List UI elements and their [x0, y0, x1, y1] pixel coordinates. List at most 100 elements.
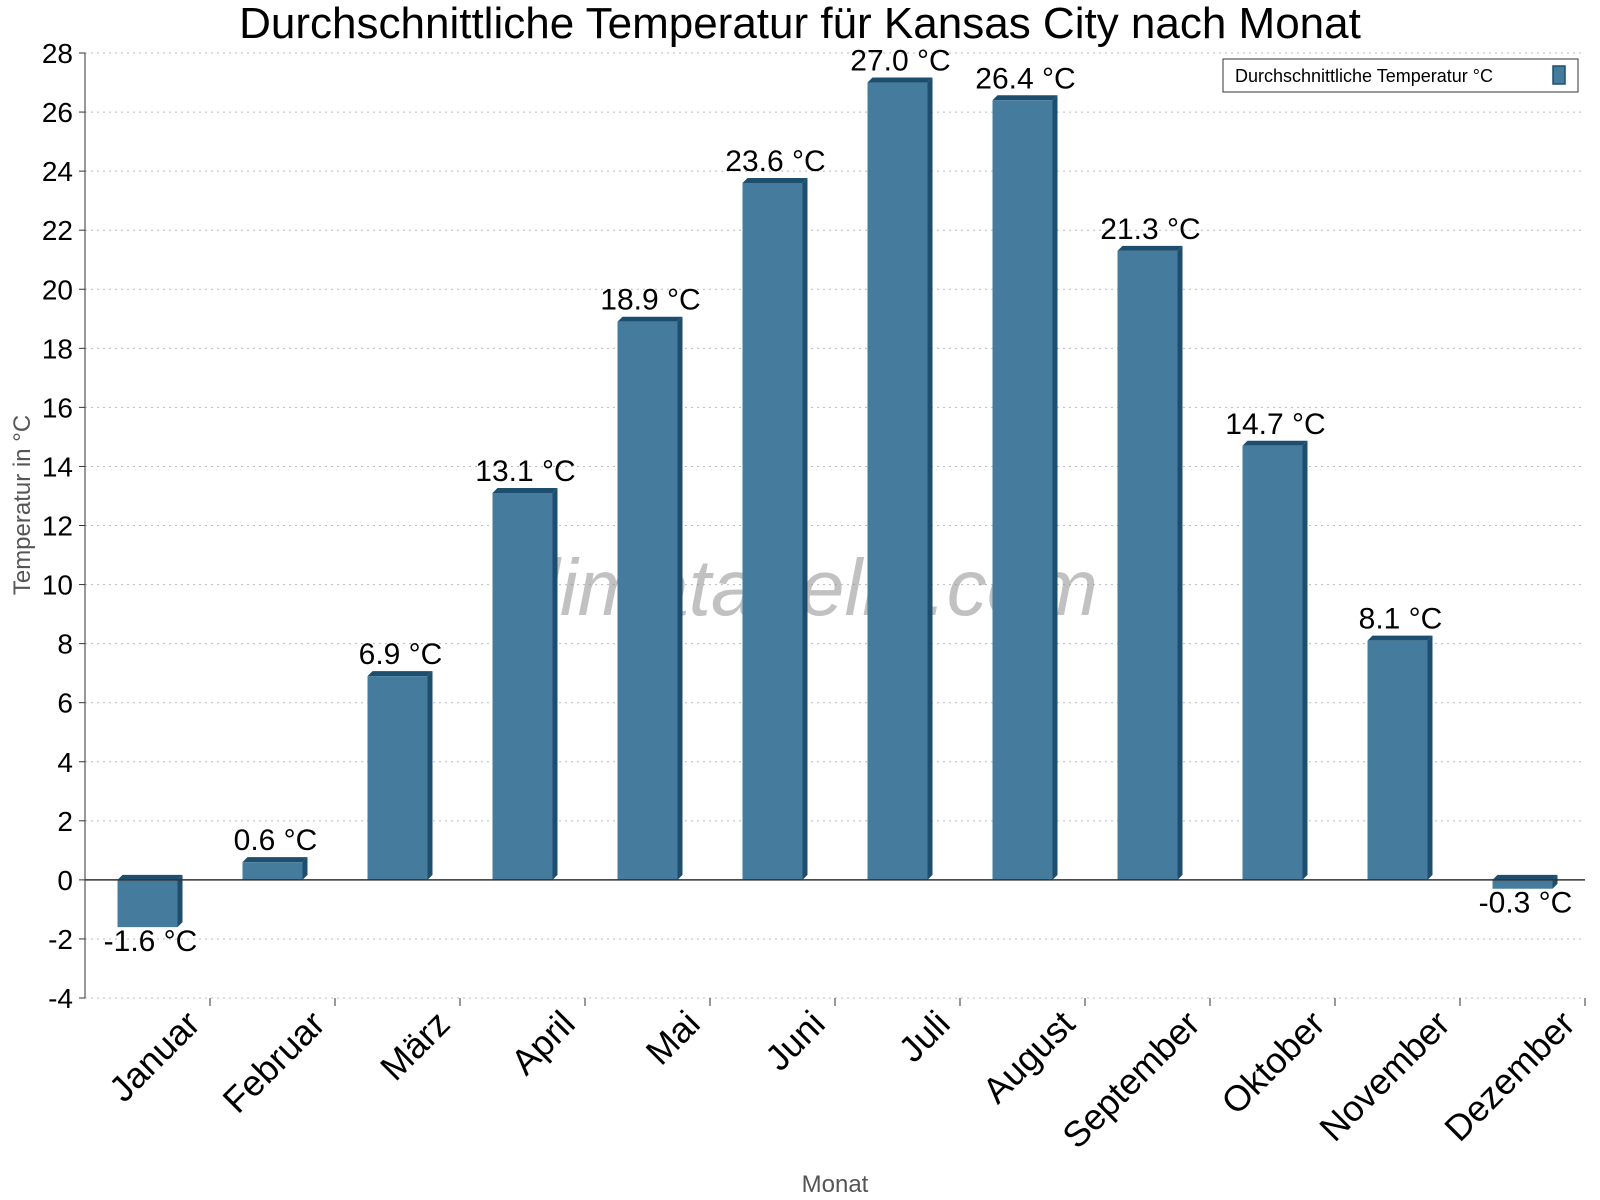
x-tick-label: April [503, 1003, 583, 1083]
bar-top-face [1242, 440, 1308, 446]
bar-front-face [617, 321, 678, 880]
bar-top-face [617, 316, 683, 322]
bar-side-face [1552, 874, 1558, 889]
bar-front-face [1492, 879, 1553, 889]
data-label: 14.7 °C [1225, 408, 1325, 441]
x-tick-label: September [1054, 1003, 1208, 1157]
bar-top-face [742, 177, 808, 183]
y-tick-label: -4 [48, 983, 73, 1014]
bar-front-face [992, 100, 1053, 880]
bar-front-face [867, 82, 928, 880]
y-tick-label: 14 [42, 451, 73, 482]
bar-top-face [492, 488, 558, 494]
legend: Durchschnittliche Temperatur °C [1222, 58, 1579, 93]
y-tick-label: 16 [42, 392, 73, 423]
y-tick-label: -2 [48, 924, 73, 955]
y-tick-label: 28 [42, 38, 73, 69]
bar-front-face [1242, 445, 1303, 880]
bar-side-face [927, 77, 933, 880]
data-label: 0.6 °C [234, 824, 318, 857]
x-tick-label: November [1311, 1003, 1457, 1149]
bar-3 [367, 671, 433, 880]
x-tick-label: Oktober [1213, 1003, 1333, 1123]
y-tick-label: 12 [42, 511, 73, 542]
y-tick-label: 20 [42, 274, 73, 305]
bar-front-face [492, 493, 553, 880]
bar-top-face [1117, 245, 1183, 251]
bar-side-face [802, 177, 808, 880]
bar-side-face [1427, 635, 1433, 880]
y-tick-label: 4 [57, 747, 73, 778]
bar-front-face [742, 182, 803, 880]
bar-front-face [242, 862, 303, 880]
data-label: 6.9 °C [359, 638, 443, 671]
x-axis-title: Monat [802, 1171, 869, 1198]
bar-9 [1117, 245, 1183, 880]
y-tick-label: 24 [42, 156, 73, 187]
data-label: 27.0 °C [850, 45, 950, 78]
data-label: -0.3 °C [1479, 887, 1573, 920]
bar-top-face [367, 671, 433, 677]
bar-front-face [1367, 640, 1428, 880]
bar-1 [117, 874, 183, 928]
bar-top-face [242, 857, 308, 863]
bar-side-face [302, 857, 308, 880]
data-labels: -1.6 °C 0.6 °C 6.9 °C 13.1 °C 18.9 °C 23.6 °C… [104, 45, 1573, 959]
bar-top-face [117, 874, 183, 880]
data-label: 21.3 °C [1100, 213, 1200, 246]
bar-side-face [1052, 95, 1058, 880]
bar-top-face [992, 95, 1058, 101]
y-tick-label: 8 [57, 629, 73, 660]
bar-front-face [1117, 250, 1178, 880]
y-tick-label: 10 [42, 570, 73, 601]
data-label: 26.4 °C [975, 62, 1075, 95]
data-label: 18.9 °C [600, 284, 700, 317]
bar-side-face [177, 874, 183, 928]
bar-front-face [367, 676, 428, 880]
y-tick-label: 18 [42, 333, 73, 364]
x-tick-label: März [372, 1003, 458, 1089]
bar-side-face [427, 671, 433, 880]
legend-label: Durchschnittliche Temperatur °C [1235, 66, 1493, 86]
bar-side-face [1177, 245, 1183, 880]
data-label: 8.1 °C [1359, 603, 1443, 636]
bar-side-face [677, 316, 683, 880]
bar-side-face [1302, 440, 1308, 880]
x-tick-label: Februar [215, 1003, 333, 1121]
x-tick-label: Mai [638, 1003, 708, 1073]
x-tick-label: Januar [101, 1003, 208, 1110]
x-tick-label: Juli [890, 1003, 957, 1070]
data-label: 13.1 °C [475, 455, 575, 488]
x-tick-label: Dezember [1436, 1003, 1582, 1149]
y-axis-title: Temperatur in °C [9, 415, 36, 595]
x-tick-label: August [974, 1003, 1082, 1111]
bar-5 [617, 316, 683, 880]
legend-box [1222, 58, 1579, 93]
x-tick-labels: Januar Februar März April Mai Juni Juli AugustS… [101, 1003, 1583, 1157]
bar-12 [1492, 874, 1558, 889]
axes [84, 53, 1586, 1006]
data-label: 23.6 °C [725, 145, 825, 178]
bar-6 [742, 177, 808, 880]
data-label: -1.6 °C [104, 925, 198, 958]
chart-title: Durchschnittliche Temperatur für Kansas … [239, 0, 1361, 48]
bar-4 [492, 488, 558, 880]
bar-top-face [1367, 635, 1433, 641]
bar-2 [242, 857, 308, 880]
bar-top-face [867, 77, 933, 83]
bar-7 [867, 77, 933, 880]
bar-front-face [117, 879, 178, 928]
bar-11 [1367, 635, 1433, 880]
grid-lines [79, 52, 1585, 999]
y-tick-label: 22 [42, 215, 73, 246]
y-tick-label: 0 [57, 865, 73, 896]
y-tick-label: 6 [57, 688, 73, 719]
bar-8 [992, 95, 1058, 880]
bars [117, 77, 1558, 928]
y-tick-label: 26 [42, 97, 73, 128]
x-tick-label: Juni [757, 1003, 833, 1079]
y-tick-label: 2 [57, 806, 73, 837]
legend-swatch [1552, 65, 1566, 85]
